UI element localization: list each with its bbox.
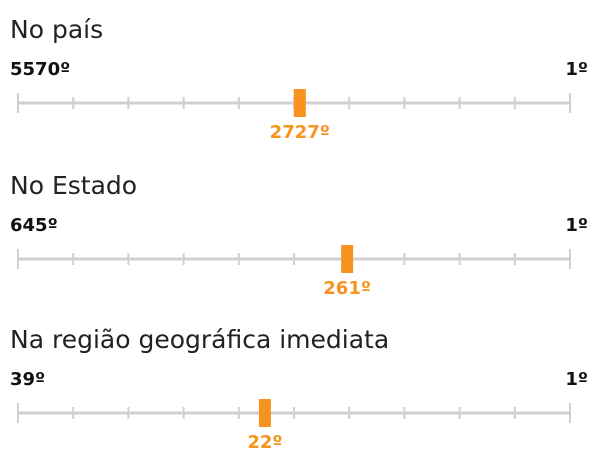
section-title: No Estado — [10, 171, 137, 200]
rank-label: 22º — [247, 432, 282, 449]
max-label: 1º — [565, 369, 588, 390]
max-label: 1º — [565, 215, 588, 236]
rank-marker — [341, 245, 354, 273]
section-title: No país — [10, 15, 103, 44]
min-label: 645º — [10, 215, 58, 236]
rank-marker — [258, 399, 271, 427]
rank-label: 261º — [323, 278, 371, 299]
min-label: 5570º — [10, 59, 70, 80]
min-label: 39º — [10, 369, 45, 390]
section-title: Na região geográfica imediata — [10, 325, 389, 354]
max-label: 1º — [565, 59, 588, 80]
rank-marker — [293, 89, 306, 117]
rank-label: 2727º — [270, 122, 330, 143]
